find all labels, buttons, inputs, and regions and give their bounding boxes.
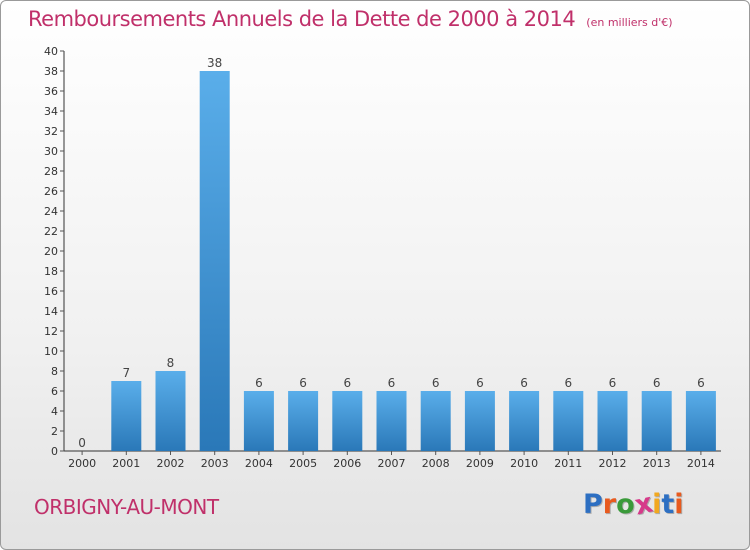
x-tick-label: 2003 <box>201 457 229 470</box>
y-tick-label: 4 <box>51 405 58 418</box>
y-tick-label: 6 <box>51 385 58 398</box>
y-tick-label: 36 <box>44 85 58 98</box>
x-tick-label: 2010 <box>510 457 538 470</box>
logo-letter: r <box>602 489 617 520</box>
data-label: 6 <box>432 376 440 390</box>
bar-2014 <box>685 391 716 451</box>
x-tick-label: 2009 <box>466 457 494 470</box>
y-tick-label: 28 <box>44 165 58 178</box>
y-tick-label: 10 <box>44 345 58 358</box>
logo-letter: t <box>661 489 675 520</box>
chart-subtitle: (en milliers d'€) <box>586 16 673 29</box>
chart-title: Remboursements Annuels de la Dette de 20… <box>28 7 576 31</box>
data-label: 6 <box>609 376 617 390</box>
data-label: 6 <box>255 376 263 390</box>
data-label: 6 <box>564 376 572 390</box>
data-label: 0 <box>78 436 86 450</box>
logo-letter: P <box>583 489 603 520</box>
y-tick-label: 18 <box>44 265 58 278</box>
y-tick-label: 30 <box>44 145 58 158</box>
bar-2007 <box>376 391 407 451</box>
x-tick-label: 2000 <box>68 457 96 470</box>
data-label: 38 <box>207 56 222 70</box>
commune-name: ORBIGNY-AU-MONT <box>34 495 219 519</box>
x-tick-label: 2005 <box>289 457 317 470</box>
x-tick-label: 2011 <box>554 457 582 470</box>
bar-2009 <box>464 391 495 451</box>
bar-2013 <box>641 391 672 451</box>
bar-2011 <box>553 391 584 451</box>
title-row: Remboursements Annuels de la Dette de 20… <box>28 7 673 31</box>
x-tick-label: 2001 <box>112 457 140 470</box>
x-tick-label: 2002 <box>157 457 185 470</box>
bar-2008 <box>420 391 451 451</box>
x-tick-label: 2008 <box>422 457 450 470</box>
data-label: 6 <box>476 376 484 390</box>
data-label: 7 <box>122 366 130 380</box>
data-label: 6 <box>520 376 528 390</box>
data-label: 6 <box>343 376 351 390</box>
data-label: 8 <box>167 356 175 370</box>
data-label: 6 <box>653 376 661 390</box>
bar-2004 <box>243 391 274 451</box>
data-label: 6 <box>697 376 705 390</box>
data-label: 6 <box>299 376 307 390</box>
logo-letter: i <box>674 489 684 520</box>
y-tick-label: 32 <box>44 125 58 138</box>
proxiti-logo: Proxiti <box>583 488 684 522</box>
logo-letter: o <box>616 489 635 520</box>
bar-2005 <box>288 391 319 451</box>
x-tick-label: 2006 <box>333 457 361 470</box>
logo-letter: i <box>652 489 662 520</box>
y-tick-label: 14 <box>44 305 58 318</box>
y-tick-label: 0 <box>51 445 58 458</box>
bar-2002 <box>155 371 186 451</box>
data-label: 6 <box>388 376 396 390</box>
x-axis: 2000 2001 2002 2003 2004 2005 2006 2007 2008 2009… <box>64 450 721 470</box>
bar-2003 <box>199 71 230 451</box>
x-tick-label: 2014 <box>687 457 715 470</box>
y-tick-label: 34 <box>44 105 58 118</box>
y-tick-label: 20 <box>44 245 58 258</box>
y-tick-label: 22 <box>44 225 58 238</box>
y-tick-label: 24 <box>44 205 58 218</box>
x-tick-label: 2012 <box>599 457 627 470</box>
y-tick-label: 38 <box>44 65 58 78</box>
y-tick-label: 26 <box>44 185 58 198</box>
y-tick-label: 2 <box>51 425 58 438</box>
bar-2012 <box>597 391 628 451</box>
bar-2006 <box>332 391 363 451</box>
x-tick-label: 2013 <box>643 457 671 470</box>
y-tick-label: 8 <box>51 365 58 378</box>
x-tick-label: 2007 <box>378 457 406 470</box>
y-tick-label: 12 <box>44 325 58 338</box>
bar-2001 <box>111 381 142 451</box>
x-tick-label: 2004 <box>245 457 273 470</box>
y-tick-label: 40 <box>44 45 58 58</box>
bars-group: 0 7 8 38 6 6 6 6 6 6 6 6 6 6 6 <box>78 56 716 451</box>
bar-2010 <box>509 391 540 451</box>
y-tick-label: 16 <box>44 285 58 298</box>
